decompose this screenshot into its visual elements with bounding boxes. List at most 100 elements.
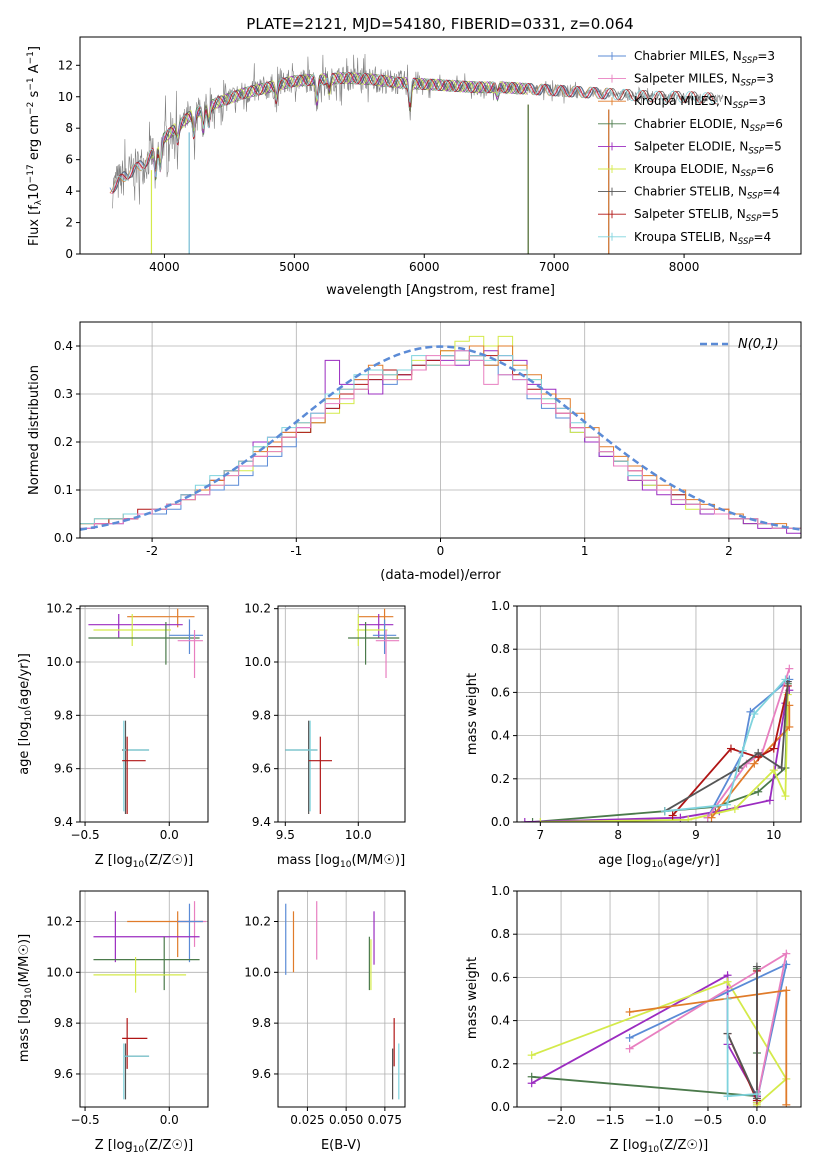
x-tick-label: −2.0: [546, 1113, 575, 1127]
x-tick-label: −1.0: [644, 1113, 673, 1127]
y-tick-label: 2: [65, 216, 73, 230]
y-axis-label: Normed distribution: [27, 365, 42, 495]
x-tick-label: 0.0: [160, 828, 179, 842]
model-line: [112, 72, 717, 194]
y-tick-label: 0.3: [54, 387, 73, 401]
errorbar-plot-area: [285, 901, 400, 1100]
massweight-line: [706, 668, 791, 819]
histogram-plot-area: [80, 335, 801, 538]
legend-entry: Salpeter MILES, NSSP=3: [634, 72, 774, 89]
massweight-line: [531, 968, 758, 1107]
axes-frame: [79, 36, 802, 255]
massweight-line: [710, 705, 791, 819]
x-tick-label: −0.5: [70, 828, 99, 842]
x-tick-label: 0.0: [160, 1113, 179, 1127]
axes-frame: [277, 605, 406, 823]
y-axis-label: age [log10(age/yr)]: [17, 653, 34, 775]
x-axis-label: wavelength [Angstrom, rest frame]: [326, 283, 555, 298]
legend-entry: Salpeter ELODIE, NSSP=5: [634, 139, 782, 156]
y-tick-label: 10.2: [46, 914, 73, 928]
y-tick-label: 9.4: [54, 815, 73, 829]
y-tick-label: 10.0: [46, 965, 73, 979]
y-tick-label: 0.2: [491, 772, 510, 786]
legend-entry: Kroupa ELODIE, NSSP=6: [634, 162, 774, 179]
model-line: [112, 71, 717, 191]
y-tick-label: 1.0: [491, 599, 510, 613]
age-vs-mass-panel: 9.5 10.0 9.4 9.6 9.8 10.0 10.2 mass [log10(M/M☉…: [244, 602, 406, 870]
y-tick-label: 0.2: [54, 435, 73, 449]
y-tick-label: 10.0: [46, 655, 73, 669]
massweight-plot-area: [527, 949, 791, 1107]
massweight-plot-area: [520, 664, 794, 822]
y-tick-label: 0.4: [491, 729, 510, 743]
x-tick-label: 6000: [409, 260, 440, 274]
x-tick-label: 4000: [149, 260, 180, 274]
x-tick-label: 0.075: [368, 1113, 402, 1127]
y-tick-label: 10: [58, 90, 73, 104]
legend-entry: Chabrier STELIB, NSSP=4: [634, 185, 780, 202]
x-axis-label: Z [log10(Z/Z☉)]: [610, 1138, 708, 1155]
model-line: [109, 72, 610, 194]
y-tick-label: 0.6: [491, 685, 510, 699]
massweight-vs-age-panel: 7 8 9 10 0.0 0.2 0.4 0.6 0.8 1.0 age [log10(age/yr…: [465, 599, 802, 870]
y-tick-label: 0.2: [491, 1057, 510, 1071]
y-tick-label: 0.0: [491, 1100, 510, 1114]
x-tick-label: 5000: [279, 260, 310, 274]
x-tick-label: -2: [146, 544, 158, 558]
axes-frame: [79, 605, 209, 823]
y-tick-label: 10.0: [244, 655, 271, 669]
y-tick-label: 9.6: [252, 762, 271, 776]
y-tick-label: 9.6: [54, 762, 73, 776]
y-tick-label: 9.8: [54, 708, 73, 722]
x-tick-label: 2: [725, 544, 733, 558]
axes-frame: [277, 890, 406, 1108]
spectrum-plot-area: [109, 53, 724, 254]
model-line: [109, 72, 610, 193]
mass-vs-metallicity-panel: −0.5 0.0 9.6 9.8 10.0 10.2 Z [log10(Z/Z☉)] mass…: [17, 890, 209, 1155]
axes-frame: [516, 605, 802, 823]
y-tick-label: 10.0: [244, 965, 271, 979]
x-tick-label: 0.025: [290, 1113, 324, 1127]
legend-entry: Salpeter STELIB, NSSP=5: [634, 207, 779, 224]
massweight-line: [726, 999, 757, 1098]
errorbar-plot-area: [88, 608, 203, 814]
massweight-line: [664, 678, 787, 813]
figure-title: PLATE=2121, MJD=54180, FIBERID=0331, z=0…: [246, 15, 633, 33]
y-tick-label: 4: [65, 184, 73, 198]
x-axis-label: Z [log10(Z/Z☉)]: [95, 853, 193, 870]
axes-frame: [79, 890, 209, 1108]
y-tick-label: 9.4: [252, 815, 271, 829]
model-line: [109, 72, 609, 194]
massweight-line: [532, 683, 789, 822]
y-tick-label: 0.4: [54, 339, 73, 353]
massweight-line: [540, 694, 789, 822]
x-axis-label: age [log10(age/yr)]: [598, 853, 720, 870]
y-tick-label: 10.2: [244, 914, 271, 928]
legend-entry: N(0,1): [738, 337, 779, 352]
axes-frame: [516, 890, 802, 1108]
y-tick-label: 0: [65, 247, 73, 261]
y-axis-label: mass [log10(M/M☉)]: [17, 934, 34, 1062]
axes-frame: [79, 321, 802, 539]
gaussian-curve: [80, 345, 801, 531]
age-vs-metallicity-panel: −0.5 0.0 9.4 9.6 9.8 10.0 10.2 Z [log10(Z/Z☉)] a…: [17, 602, 209, 870]
legend-entry: Chabrier ELODIE, NSSP=6: [634, 117, 783, 134]
spectrum-panel: 4000 5000 6000 7000 8000 0 2 4 6 8 10 12 wavelength …: [26, 36, 802, 298]
errorbar-plot-area: [285, 608, 400, 814]
y-axis-label: mass weight: [465, 673, 480, 755]
x-tick-label: 7000: [539, 260, 570, 274]
y-tick-label: 9.6: [54, 1067, 73, 1081]
y-tick-label: 10.2: [244, 602, 271, 616]
x-tick-label: 10.0: [345, 828, 372, 842]
x-tick-label: 7: [537, 828, 545, 842]
legend-entry: Chabrier MILES, NSSP=3: [634, 49, 775, 66]
x-tick-label: 9: [692, 828, 700, 842]
legend-entry: Kroupa MILES, NSSP=3: [634, 94, 766, 111]
y-tick-label: 1.0: [491, 884, 510, 898]
x-axis-label: mass [log10(M/M☉)]: [277, 853, 405, 870]
x-axis-label: E(B-V): [321, 1138, 361, 1153]
y-tick-label: 9.6: [252, 1067, 271, 1081]
y-axis-label: Flux [fλ10−17 erg cm−2 s−1 A−1]: [26, 46, 44, 246]
histogram-step: [80, 350, 801, 538]
